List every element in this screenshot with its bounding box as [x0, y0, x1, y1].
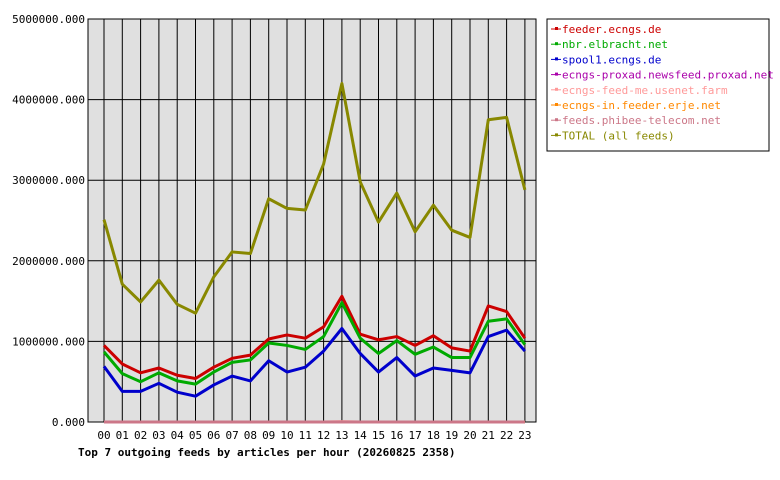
x-tick-label: 12: [317, 429, 330, 442]
x-tick-label: 21: [482, 429, 495, 442]
legend-box: [546, 18, 770, 152]
legend-marker: [555, 118, 558, 122]
x-tick-label: 15: [372, 429, 385, 442]
legend-marker: [555, 27, 558, 30]
y-tick-label: 4000000.000: [12, 94, 85, 107]
x-tick-label: 04: [171, 429, 185, 442]
y-tick-label: 3000000.000: [12, 174, 85, 187]
legend-label: ecngs-feed-me.usenet.farm: [562, 84, 728, 97]
x-tick-label: 19: [445, 429, 458, 442]
legend-marker: [555, 133, 558, 137]
x-tick-label: 08: [244, 429, 257, 442]
legend-label: ecngs-proxad.newsfeed.proxad.net: [562, 69, 774, 82]
plot-area: [87, 18, 537, 423]
x-tick-label: 00: [97, 429, 110, 442]
y-tick-label: 0.000: [52, 416, 85, 429]
x-tick-label: 11: [299, 429, 312, 442]
legend-label: feeds.phibee-telecom.net: [562, 114, 721, 127]
x-tick-label: 13: [335, 429, 348, 442]
x-tick-label: 07: [225, 429, 238, 442]
x-tick-label: 03: [152, 429, 165, 442]
series-line-feeder-ecngs-de: [102, 294, 527, 380]
x-tick-label: 22: [500, 429, 513, 442]
x-tick-label: 20: [463, 429, 476, 442]
legend-marker: [555, 72, 558, 76]
series-line-spool1-ecngs-de: [102, 327, 527, 398]
y-tick-label: 2000000.000: [12, 255, 85, 268]
x-tick-label: 06: [207, 429, 220, 442]
legend-label: TOTAL (all feeds): [562, 129, 675, 142]
x-tick-label: 09: [262, 429, 275, 442]
legend-marker: [555, 87, 558, 91]
x-tick-label: 17: [408, 429, 421, 442]
x-tick-label: 16: [390, 429, 403, 442]
chart-title: Top 7 outgoing feeds by articles per hou…: [78, 446, 456, 459]
legend-label: feeder.ecngs.de: [562, 23, 661, 36]
x-tick-label: 02: [134, 429, 147, 442]
series-line-total-all-feeds-: [102, 81, 527, 315]
x-tick-label: 05: [189, 429, 202, 442]
x-tick-label: 14: [354, 429, 368, 442]
x-tick-label: 18: [427, 429, 440, 442]
legend-marker: [555, 57, 558, 61]
x-tick-label: 23: [518, 429, 531, 442]
legend-label: spool1.ecngs.de: [562, 53, 661, 66]
legend-label: ecngs-in.feeder.erje.net: [562, 99, 721, 112]
y-tick-label: 5000000.000: [12, 13, 85, 26]
y-tick-label: 1000000.000: [12, 335, 85, 348]
legend-marker: [555, 103, 558, 106]
legend-marker: [555, 42, 558, 46]
x-tick-label: 10: [280, 429, 293, 442]
x-tick-label: 01: [116, 429, 129, 442]
series-line-nbr-elbracht-net: [102, 301, 527, 386]
legend-label: nbr.elbracht.net: [562, 38, 668, 51]
